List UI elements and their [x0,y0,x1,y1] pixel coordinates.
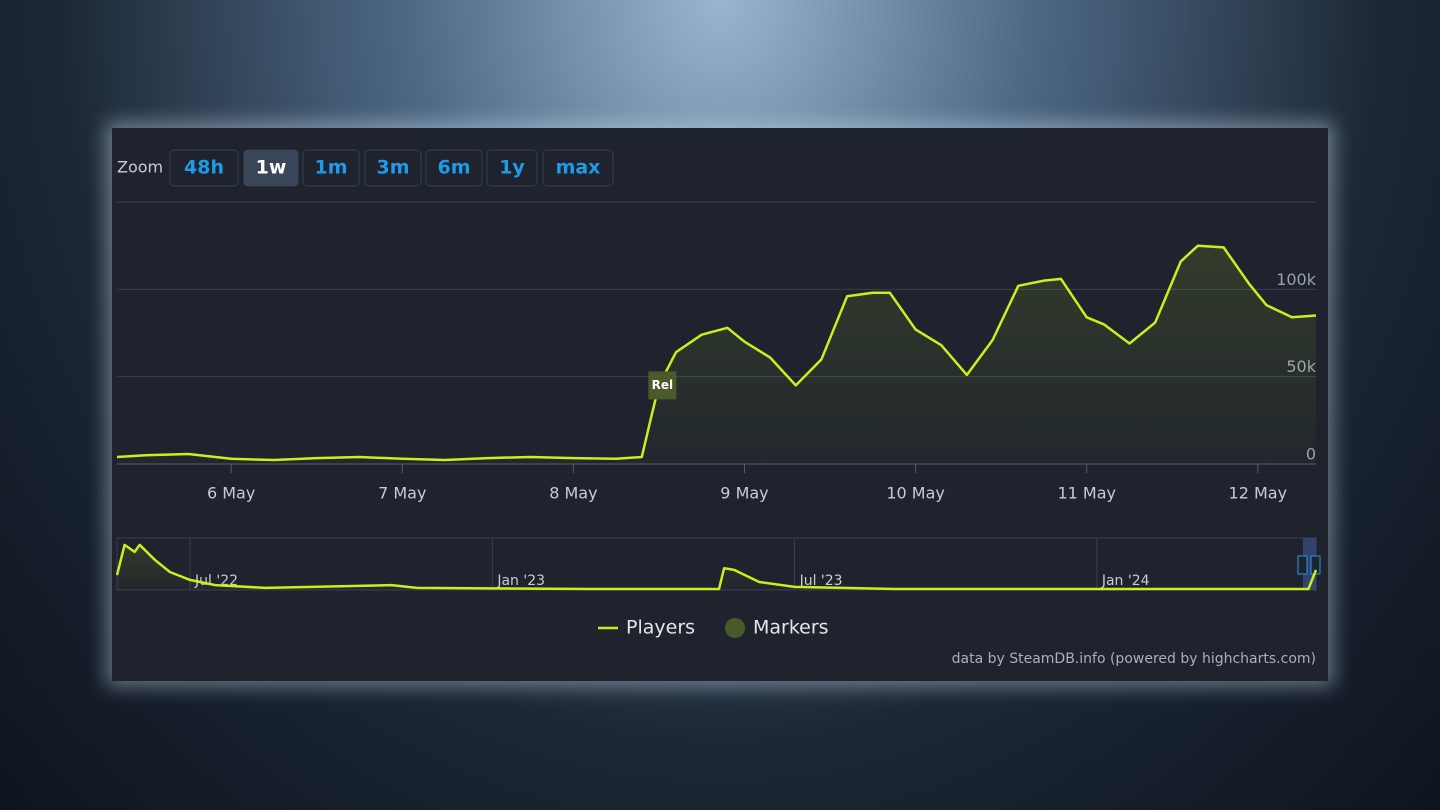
zoom-button[interactable]: 48h [169,149,239,187]
zoom-button-bg [169,149,239,187]
zoom-button-bg [425,149,483,187]
zoom-button[interactable]: 1m [302,149,360,187]
zoom-button-bg [302,149,360,187]
zoom-button-label: 1w [256,157,287,179]
series-line [116,244,1317,462]
navigator-handle[interactable] [1297,555,1308,575]
zoom-button-bg [243,149,299,187]
navigator-tick-label: Jan '24 [1101,573,1150,589]
zoom-button-label: 1y [499,157,525,179]
x-tick-label: 7 May [378,484,426,503]
credits: data by SteamDB.info (powered by highcha… [952,651,1316,667]
zoom-button-label: max [556,157,601,179]
zoom-button[interactable]: 3m [364,149,422,187]
navigator-tick-label: Jan '23 [496,573,545,589]
zoom-button[interactable]: max [542,149,614,187]
x-tick-label: 11 May [1057,484,1116,503]
event-marker-label: Rel [652,378,674,392]
zoom-button-label: 48h [184,157,224,179]
zoom-buttons: 48h 1w 1m 3m 6m 1y max [169,149,614,187]
zoom-button-label: 6m [437,157,470,179]
legend-label: Markers [753,617,829,639]
zoom-button-bg [364,149,422,187]
zoom-button[interactable]: 1y [486,149,538,187]
series-line-area [117,245,1316,464]
navigator-tick-label: Jul '23 [799,573,843,589]
y-tick-label: 100k [1276,270,1317,289]
x-tick-label: 9 May [720,484,768,503]
zoom-label: Zoom [117,158,163,177]
zoom-button-bg [542,149,614,187]
zoom-button-bg [486,149,538,187]
navigator-line [115,543,1318,591]
x-tick-label: 10 May [886,484,945,503]
legend-label: Players [626,617,695,639]
zoom-button[interactable]: 1w [243,149,299,187]
x-tick-label: 6 May [207,484,255,503]
x-tick-label: 8 May [549,484,597,503]
zoom-button-label: 1m [314,157,347,179]
zoom-button-label: 3m [376,157,409,179]
zoom-button[interactable]: 6m [425,149,483,187]
legend-marker [725,618,745,638]
event-marker [648,371,677,400]
x-tick-label: 12 May [1229,484,1288,503]
